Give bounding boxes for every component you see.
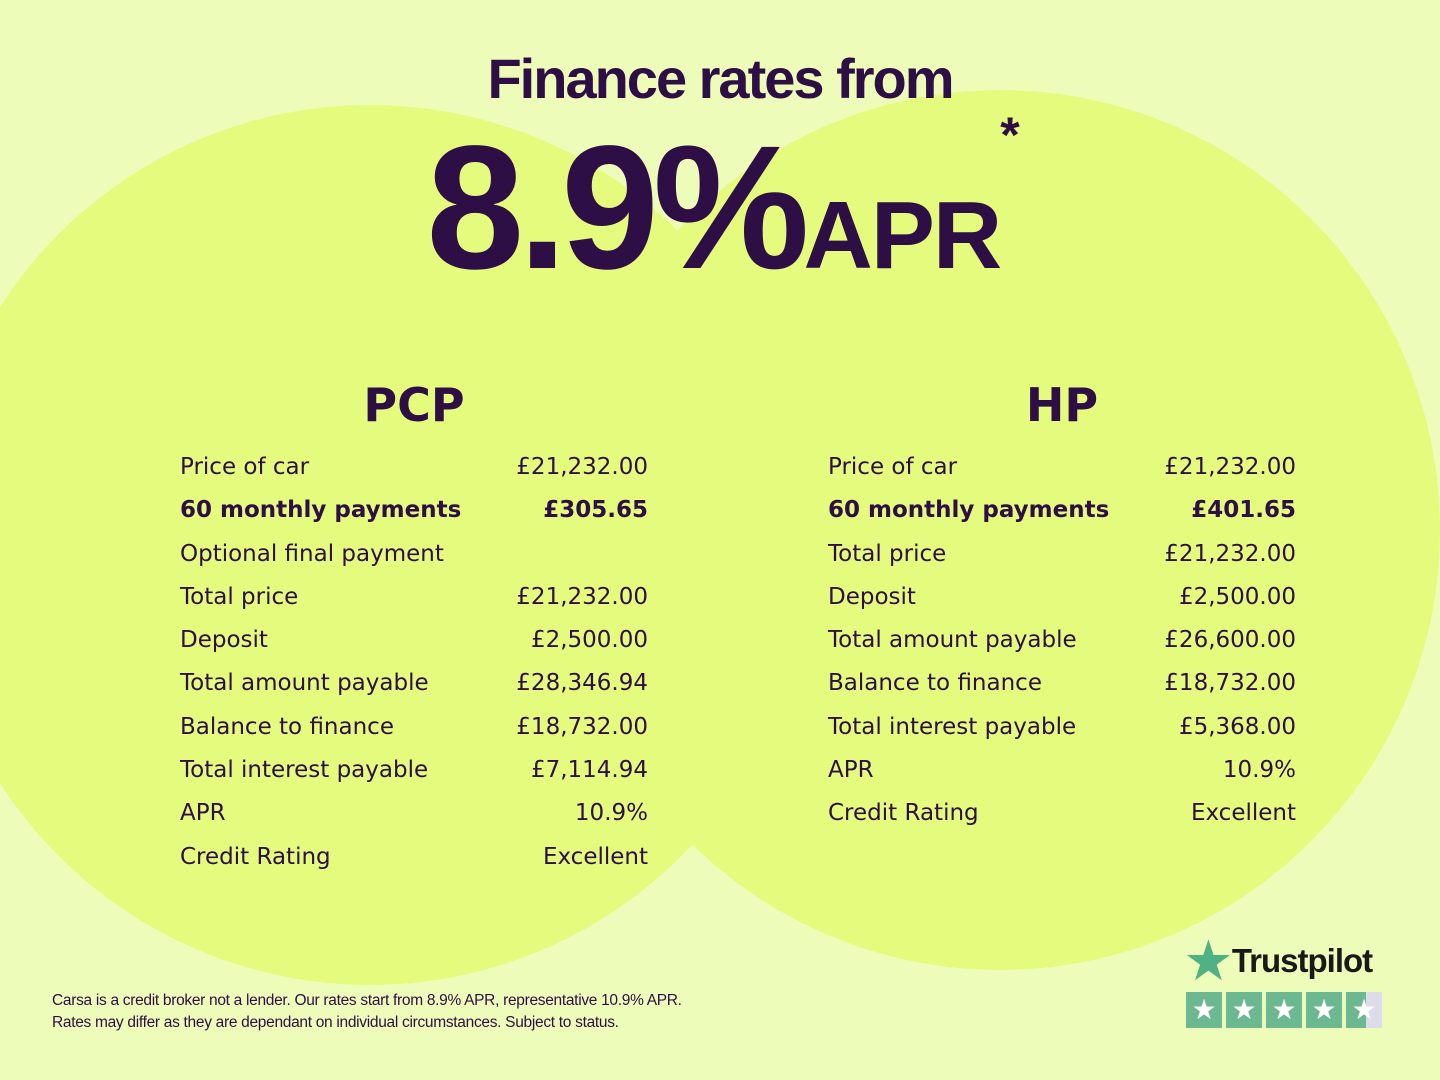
- disclaimer-line: Carsa is a credit broker not a lender. O…: [52, 992, 682, 1009]
- table-row: Price of car £21,232.00: [828, 452, 1296, 495]
- table-row: APR 10.9%: [180, 798, 648, 841]
- table-row: Deposit £2,500.00: [828, 582, 1296, 625]
- row-value: £21,232.00: [1164, 540, 1296, 567]
- star-icon: ★: [1186, 933, 1231, 989]
- row-value: £2,500.00: [1178, 583, 1296, 610]
- row-value: Excellent: [542, 843, 648, 870]
- headline-rate: 8.9%APR*: [0, 110, 1440, 296]
- row-value: £18,732.00: [1164, 670, 1296, 697]
- star-rating: ★ ★ ★ ★ ★: [1186, 992, 1382, 1028]
- headline-subtitle: Finance rates from: [487, 47, 954, 110]
- table-row: Total interest payable £5,368.00: [828, 712, 1296, 755]
- table-row: Balance to finance £18,732.00: [828, 668, 1296, 711]
- table-row: Optional final payment: [180, 539, 648, 582]
- table-row: 60 monthly payments £401.65: [828, 495, 1296, 538]
- row-value: £5,368.00: [1178, 713, 1296, 740]
- star-icon: ★: [1226, 992, 1262, 1028]
- row-value: £18,732.00: [516, 713, 648, 740]
- rate-value: 8.9%: [426, 110, 809, 306]
- row-label: Deposit: [180, 627, 268, 654]
- star-icon: ★: [1306, 992, 1342, 1028]
- star-icon: ★: [1266, 992, 1302, 1028]
- table-row: Total price £21,232.00: [180, 582, 648, 625]
- row-value: £401.65: [1191, 497, 1296, 524]
- table-row: Price of car £21,232.00: [180, 452, 648, 495]
- trustpilot-logo-text: Trustpilot: [1231, 942, 1373, 979]
- row-label: Balance to finance: [180, 713, 394, 740]
- row-label: Total interest payable: [180, 757, 429, 784]
- row-label: Deposit: [828, 583, 916, 610]
- pcp-table: PCP Price of car £21,232.00 60 monthly pay…: [180, 378, 648, 885]
- table-row: Total price £21,232.00: [828, 539, 1296, 582]
- rate-unit: APR: [803, 182, 1003, 289]
- row-value: £26,600.00: [1164, 627, 1296, 654]
- table-row: Credit Rating Excellent: [828, 798, 1296, 841]
- table-row: APR 10.9%: [828, 755, 1296, 798]
- star-icon: ★: [1346, 992, 1382, 1028]
- hp-title: HP: [1025, 378, 1099, 432]
- table-row: 60 monthly payments £305.65: [180, 495, 648, 538]
- row-value: £21,232.00: [516, 583, 648, 610]
- row-label: Optional final payment: [180, 540, 444, 567]
- row-label: Total price: [180, 583, 299, 610]
- pcp-title: PCP: [363, 378, 465, 432]
- table-row: Total amount payable £28,346.94: [180, 668, 648, 711]
- row-value: £305.65: [543, 497, 648, 524]
- row-label: Price of car: [180, 454, 310, 480]
- row-value: £28,346.94: [516, 670, 648, 697]
- row-value: £2,500.00: [530, 627, 648, 654]
- row-label: 60 monthly payments: [828, 497, 1110, 524]
- trustpilot-badge: ★ Trustpilot ★ ★ ★ ★ ★: [1186, 936, 1382, 1028]
- row-label: Total price: [828, 540, 947, 567]
- row-value: Excellent: [1190, 800, 1296, 827]
- table-row: Total amount payable £26,600.00: [828, 625, 1296, 668]
- row-label: APR: [828, 757, 874, 784]
- decorative-circle-right: [560, 90, 1440, 970]
- row-label: Total amount payable: [828, 627, 1077, 654]
- disclaimer-line: Rates may differ as they are dependant o…: [52, 1014, 619, 1031]
- row-label: Balance to finance: [828, 670, 1042, 697]
- row-value: 10.9%: [1222, 757, 1296, 784]
- row-value: £21,232.00: [1164, 454, 1296, 480]
- table-row: Credit Rating Excellent: [180, 842, 648, 885]
- hp-table: HP Price of car £21,232.00 60 monthly paym…: [828, 378, 1296, 842]
- row-label: Total amount payable: [180, 670, 429, 697]
- row-value: £21,232.00: [516, 454, 648, 480]
- row-label: Credit Rating: [828, 800, 979, 827]
- asterisk: *: [1000, 107, 1020, 163]
- row-label: APR: [180, 800, 226, 827]
- row-label: 60 monthly payments: [180, 497, 462, 524]
- star-icon: ★: [1186, 992, 1222, 1028]
- row-label: Credit Rating: [180, 843, 331, 870]
- row-value: 10.9%: [574, 800, 648, 827]
- row-label: Price of car: [828, 454, 958, 480]
- table-row: Balance to finance £18,732.00: [180, 712, 648, 755]
- row-value: £7,114.94: [530, 757, 648, 784]
- row-label: Total interest payable: [828, 713, 1077, 740]
- table-row: Total interest payable £7,114.94: [180, 755, 648, 798]
- disclaimer: Carsa is a credit broker not a lender. O…: [52, 990, 682, 1034]
- table-row: Deposit £2,500.00: [180, 625, 648, 668]
